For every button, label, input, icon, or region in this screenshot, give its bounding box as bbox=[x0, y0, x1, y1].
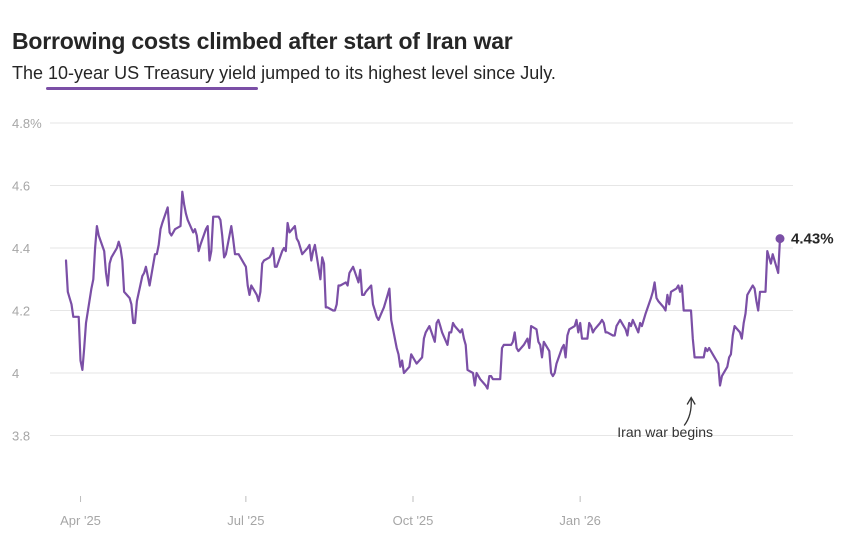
gridlines bbox=[50, 122, 793, 436]
annotation-arrow bbox=[683, 398, 692, 426]
yield-line bbox=[64, 190, 782, 390]
y-tick-label: 4.6 bbox=[12, 179, 30, 194]
subtitle-text-before: The bbox=[12, 63, 49, 83]
y-tick-label: 4.8% bbox=[12, 116, 42, 131]
endpoint-value-label: 4.43% bbox=[791, 231, 834, 248]
subtitle-highlight: 10-year US Treasury yield bbox=[46, 63, 259, 90]
y-tick-label: 4.4 bbox=[12, 241, 30, 256]
annotation-iran-war: Iran war begins bbox=[617, 396, 713, 440]
chart-subtitle: The 10-year US Treasury yield jumped to … bbox=[12, 63, 556, 90]
annotation-arrowhead bbox=[686, 396, 696, 405]
y-axis: 4.8% 4.6 4.4 4.2 4 3.8 bbox=[12, 116, 42, 444]
chart-title: Borrowing costs climbed after start of I… bbox=[12, 28, 513, 54]
x-tick-label: Jan '26 bbox=[559, 513, 601, 528]
x-tick-label: Jul '25 bbox=[227, 513, 264, 528]
subtitle-text-after: jumped to its highest level since July. bbox=[256, 63, 556, 83]
endpoint-marker bbox=[775, 234, 785, 244]
x-tick-label: Oct '25 bbox=[393, 513, 434, 528]
y-tick-label: 4.2 bbox=[12, 304, 30, 319]
y-tick-label: 4 bbox=[12, 366, 19, 381]
y-tick-label: 3.8 bbox=[12, 429, 30, 444]
annotation-label: Iran war begins bbox=[617, 424, 713, 440]
x-axis: Apr '25 Jul '25 Oct '25 Jan '26 bbox=[60, 496, 601, 528]
series-10yr-yield: 4.43% bbox=[64, 190, 834, 390]
x-tick-label: Apr '25 bbox=[60, 513, 101, 528]
